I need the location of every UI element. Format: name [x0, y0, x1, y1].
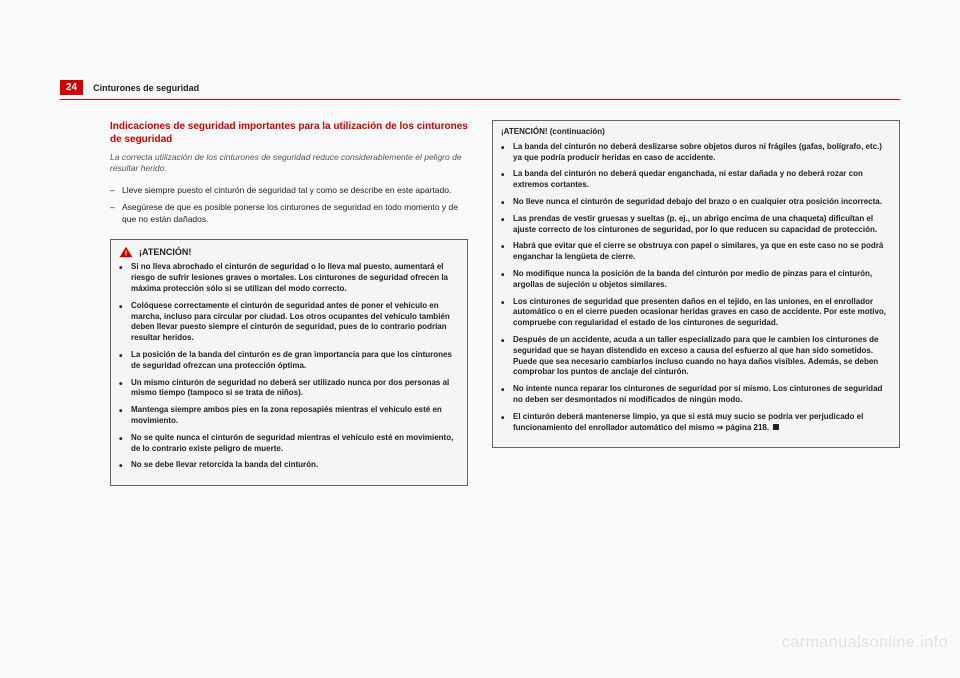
warning-heading: ! ¡ATENCIÓN! — [119, 246, 459, 258]
section-intro: La correcta utilización de los cinturone… — [110, 152, 468, 175]
warning-heading-continued: ¡ATENCIÓN! (continuación) — [501, 127, 891, 138]
warning-bullets: Si no lleva abrochado el cinturón de seg… — [119, 262, 459, 471]
warning-bullets-continued: La banda del cinturón no deberá deslizar… — [501, 142, 891, 434]
warning-bullet: Un mismo cinturón de seguridad no deberá… — [119, 378, 459, 400]
end-of-section-icon — [773, 424, 779, 430]
warning-bullet: Después de un accidente, acuda a un tall… — [501, 335, 891, 378]
warning-bullet: Las prendas de vestir gruesas y sueltas … — [501, 214, 891, 236]
warning-box-continued: ¡ATENCIÓN! (continuación) La banda del c… — [492, 120, 900, 448]
warning-bullet: Mantenga siempre ambos pies en la zona r… — [119, 405, 459, 427]
watermark-text: carmanualsonline.info — [782, 634, 948, 652]
left-column: Indicaciones de seguridad importantes pa… — [60, 120, 468, 486]
warning-bullet: Colóquese correctamente el cinturón de s… — [119, 301, 459, 344]
manual-page: 24 Cinturones de seguridad Indicaciones … — [60, 80, 900, 486]
warning-box: ! ¡ATENCIÓN! Si no lleva abrochado el ci… — [110, 239, 468, 486]
warning-bullet: La posición de la banda del cinturón es … — [119, 350, 459, 372]
warning-bullet: Los cinturones de seguridad que presente… — [501, 297, 891, 329]
content-columns: Indicaciones de seguridad importantes pa… — [60, 120, 900, 486]
warning-triangle-icon: ! — [119, 246, 133, 258]
right-column: ¡ATENCIÓN! (continuación) La banda del c… — [492, 120, 900, 486]
warning-bullet: La banda del cinturón no deberá quedar e… — [501, 169, 891, 191]
warning-bullet: No lleve nunca el cinturón de seguridad … — [501, 197, 891, 208]
warning-bullet: No se quite nunca el cinturón de segurid… — [119, 433, 459, 455]
warning-bullet: No intente nunca reparar los cinturones … — [501, 384, 891, 406]
warning-bullet: La banda del cinturón no deberá deslizar… — [501, 142, 891, 164]
dash-list: Lleve siempre puesto el cinturón de segu… — [110, 185, 468, 225]
chapter-title: Cinturones de seguridad — [93, 83, 199, 93]
warning-bullet: No modifique nunca la posición de la ban… — [501, 269, 891, 291]
warning-bullet: Habrá que evitar que el cierre se obstru… — [501, 241, 891, 263]
page-header: 24 Cinturones de seguridad — [60, 80, 900, 100]
warning-bullet: No se debe llevar retorcida la banda del… — [119, 460, 459, 471]
svg-text:!: ! — [125, 251, 127, 258]
warning-bullet-text: El cinturón deberá mantenerse limpio, ya… — [513, 412, 863, 432]
dash-item: Lleve siempre puesto el cinturón de segu… — [110, 185, 468, 196]
warning-label: ¡ATENCIÓN! — [139, 246, 191, 258]
warning-bullet: El cinturón deberá mantenerse limpio, ya… — [501, 412, 891, 434]
warning-bullet: Si no lleva abrochado el cinturón de seg… — [119, 262, 459, 294]
dash-item: Asegúrese de que es posible ponerse los … — [110, 202, 468, 225]
page-number-badge: 24 — [60, 80, 83, 95]
section-title: Indicaciones de seguridad importantes pa… — [110, 120, 468, 146]
